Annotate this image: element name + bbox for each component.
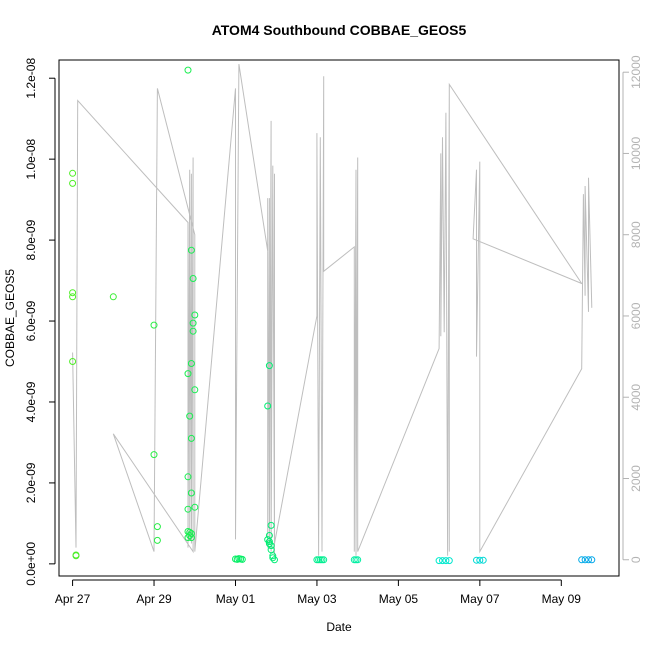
data-point	[267, 546, 275, 554]
y2-tick-label: 6000	[629, 302, 643, 329]
plot-frame	[58, 59, 620, 577]
y-tick-label: 1.0e-08	[24, 138, 38, 179]
secondary-series-layer	[72, 64, 593, 556]
y2-tick-label: 8000	[629, 221, 643, 248]
y-tick-label: 6.0e-09	[24, 300, 38, 341]
data-point	[271, 556, 278, 564]
x-tick-label: May 07	[460, 592, 500, 606]
data-point	[150, 451, 158, 459]
data-point	[187, 489, 195, 497]
y-tick-label: 1.2e-08	[24, 58, 38, 99]
data-point	[69, 289, 77, 297]
data-point	[187, 246, 195, 254]
data-point	[184, 66, 192, 74]
data-point	[191, 386, 199, 394]
data-point	[184, 473, 192, 481]
data-point	[187, 360, 195, 367]
data-point	[238, 555, 246, 563]
data-point	[186, 412, 194, 420]
data-point	[153, 536, 161, 544]
y2-tick-label: 2000	[629, 465, 643, 492]
data-point	[187, 530, 195, 537]
data-point	[189, 275, 197, 282]
secondary-series-line	[72, 64, 593, 556]
y-tick-label: 4.0e-09	[24, 381, 38, 422]
data-point	[265, 538, 273, 546]
data-point	[442, 557, 450, 565]
data-point	[153, 523, 161, 531]
x-tick-label: May 01	[216, 592, 256, 606]
data-point	[191, 503, 199, 511]
data-point	[69, 179, 77, 187]
y2-tick-label: 0	[629, 556, 643, 563]
data-point	[265, 540, 273, 548]
data-point	[435, 557, 443, 565]
data-points-layer	[69, 66, 596, 565]
data-point	[439, 557, 446, 565]
axes-layer: Apr 27 Apr 29 May 01 May 03 May 05 May 07 May …	[24, 55, 643, 606]
data-point	[72, 552, 80, 560]
x-tick-label: Apr 29	[136, 592, 172, 606]
data-point	[69, 358, 77, 365]
data-point	[189, 319, 197, 327]
chart-title: ATOM4 Southbound COBBAE_GEOS5	[212, 22, 467, 38]
x-tick-label: May 03	[297, 592, 337, 606]
data-point	[191, 311, 199, 319]
x-tick-label: May 05	[379, 592, 419, 606]
data-point	[354, 556, 362, 564]
y-axis-label: COBBAE_GEOS5	[3, 269, 17, 367]
y2-tick-label: 12000	[629, 55, 643, 89]
data-point	[69, 293, 77, 301]
data-point	[186, 532, 194, 539]
x-tick-label: Apr 27	[55, 592, 91, 606]
data-point	[269, 552, 277, 560]
y-tick-label: 2.0e-09	[24, 462, 38, 503]
data-point	[150, 321, 158, 329]
y-tick-label: 8.0e-09	[24, 219, 38, 260]
data-point	[267, 521, 275, 529]
data-point	[473, 556, 480, 564]
data-point	[184, 370, 192, 378]
data-point	[69, 169, 77, 177]
y2-tick-label: 10000	[629, 136, 643, 170]
data-point	[189, 327, 197, 335]
data-point	[479, 556, 487, 564]
data-point	[264, 536, 272, 544]
data-point	[267, 542, 275, 550]
x-tick-label: May 09	[542, 592, 582, 606]
x-axis-label: Date	[326, 620, 352, 634]
data-point	[265, 362, 273, 370]
data-point	[109, 293, 117, 301]
data-point	[445, 557, 453, 565]
data-point	[264, 402, 272, 410]
y2-tick-label: 4000	[629, 384, 643, 411]
data-point	[588, 556, 596, 564]
data-point	[269, 554, 277, 562]
data-point	[187, 534, 195, 542]
data-point	[585, 556, 592, 564]
data-point	[581, 556, 589, 564]
data-point	[476, 556, 484, 564]
data-point	[187, 434, 195, 442]
data-point	[320, 556, 328, 564]
data-point	[578, 556, 586, 564]
y-tick-label: 0.0e+00	[24, 542, 38, 586]
data-point	[184, 505, 192, 513]
